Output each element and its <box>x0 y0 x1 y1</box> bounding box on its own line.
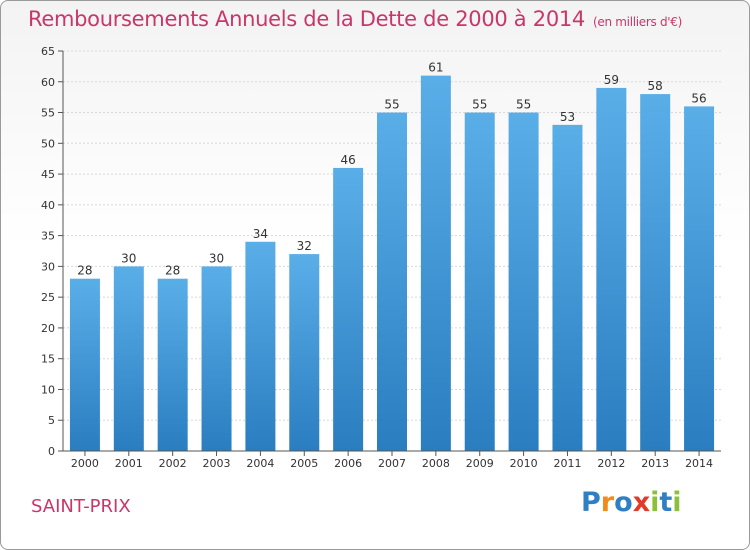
y-tick-label: 20 <box>41 322 55 335</box>
y-tick-label: 55 <box>41 107 55 120</box>
logo-letter: o <box>614 487 633 518</box>
data-label-2007: 55 <box>384 98 399 112</box>
y-tick-label: 25 <box>41 291 55 304</box>
y-axis: 0 5 10 15 20 25 30 35 40 45 50 55 60 65 <box>41 45 64 458</box>
x-tick-label-2008: 2008 <box>422 457 450 470</box>
chart-title: Remboursements Annuels de la Dette de 20… <box>28 7 683 31</box>
logo-letter: t <box>659 487 673 518</box>
x-tick-label-2005: 2005 <box>290 457 318 470</box>
data-label-2014: 56 <box>691 91 706 105</box>
x-tick-label-2014: 2014 <box>685 457 713 470</box>
bar-2004 <box>245 241 276 451</box>
y-tick-label: 0 <box>48 445 55 458</box>
commune-name: SAINT-PRIX <box>31 496 131 517</box>
x-tick-label-2011: 2011 <box>553 457 581 470</box>
data-labels: 28 30 28 30 34 32 46 55 61 55 55 53 59 58 56 <box>77 61 706 278</box>
x-tick-label-2013: 2013 <box>641 457 669 470</box>
data-label-2000: 28 <box>77 264 92 278</box>
y-tick-label: 60 <box>41 76 55 89</box>
y-tick-label: 65 <box>41 45 55 58</box>
y-tick-label: 10 <box>41 383 55 396</box>
x-tick-label-2000: 2000 <box>71 457 99 470</box>
bar-2011 <box>552 124 583 451</box>
data-label-2006: 46 <box>340 153 355 167</box>
bar-2003 <box>201 266 232 451</box>
bars <box>69 75 715 452</box>
x-tick-label-2012: 2012 <box>597 457 625 470</box>
bar-2009 <box>464 112 495 452</box>
logo-letter: i <box>672 487 682 518</box>
y-tick-label: 50 <box>41 137 55 150</box>
x-tick-label-2003: 2003 <box>203 457 231 470</box>
x-tick-label-2004: 2004 <box>246 457 274 470</box>
proxiti-logo: Proxiti <box>581 487 682 518</box>
data-label-2001: 30 <box>121 251 136 265</box>
chart-subtitle: (en milliers d'€) <box>593 15 683 29</box>
logo-letter: i <box>650 487 660 518</box>
bar-2006 <box>333 167 364 451</box>
bar-2005 <box>289 254 320 451</box>
bar-2013 <box>640 94 671 452</box>
data-label-2011: 53 <box>560 110 575 124</box>
bar-2000 <box>69 278 100 451</box>
data-label-2008: 61 <box>428 61 443 75</box>
x-tick-label-2006: 2006 <box>334 457 362 470</box>
data-label-2002: 28 <box>165 264 180 278</box>
logo-letter: P <box>581 487 601 518</box>
bar-2001 <box>113 266 144 451</box>
bar-2010 <box>508 112 539 452</box>
x-tick-label-2009: 2009 <box>466 457 494 470</box>
x-tick-label-2010: 2010 <box>510 457 538 470</box>
bar-2014 <box>684 106 715 451</box>
data-label-2012: 59 <box>604 73 619 87</box>
bar-chart: 0 5 10 15 20 25 30 35 40 45 50 55 60 65 28 30 28 30 34 32 4… <box>41 45 721 470</box>
data-label-2004: 34 <box>253 227 268 241</box>
data-label-2005: 32 <box>297 239 312 253</box>
y-tick-label: 35 <box>41 230 55 243</box>
x-tick-label-2002: 2002 <box>159 457 187 470</box>
x-axis: 2000 2001 2002 2003 2004 2005 2006 2007 2008 2009… <box>63 450 721 470</box>
bar-2002 <box>157 278 188 451</box>
bar-2007 <box>377 112 407 452</box>
bar-2012 <box>596 87 627 451</box>
data-label-2013: 58 <box>648 79 663 93</box>
y-tick-label: 40 <box>41 199 55 212</box>
logo-letter: x <box>632 487 651 518</box>
y-tick-label: 30 <box>41 260 55 273</box>
y-tick-label: 5 <box>48 414 55 427</box>
x-tick-label-2007: 2007 <box>378 457 406 470</box>
x-tick-label-2001: 2001 <box>115 457 143 470</box>
data-label-2003: 30 <box>209 251 224 265</box>
logo-letter: r <box>600 487 615 518</box>
bar-2008 <box>420 75 451 451</box>
y-tick-label: 15 <box>41 353 55 366</box>
data-label-2010: 55 <box>516 98 531 112</box>
y-tick-label: 45 <box>41 168 55 181</box>
data-label-2009: 55 <box>472 98 487 112</box>
